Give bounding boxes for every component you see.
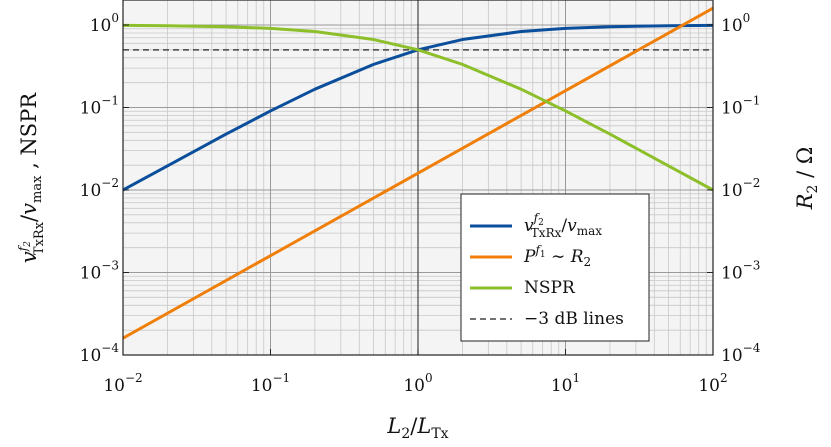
- tick-marks: [122, 24, 714, 356]
- y-tick-label-left: 10−3: [80, 259, 119, 284]
- y-axis-label-left: vf2TxRx/vmax , NSPR: [16, 92, 47, 263]
- x-axis-label: L2/LTx: [386, 414, 448, 442]
- x-tick-label: 10−2: [103, 371, 142, 396]
- y-axis-label-right: R2 / Ω: [793, 147, 821, 211]
- series-lines: [122, 6, 714, 340]
- y-tick-label-right: 10−2: [721, 176, 760, 201]
- series-nspr-line: [122, 23, 714, 192]
- y-tick-label-left: 10−4: [80, 341, 120, 366]
- legend-label-vtxrx: vf2 TxRx/vmax: [524, 211, 602, 240]
- y-tick-label-right: 100: [721, 11, 750, 36]
- y-tick-label-left: 10−1: [80, 94, 119, 119]
- y-tick-label-right: 10−3: [721, 259, 760, 284]
- legend: vf2 TxRx/vmax Pf1 ∼ R2 NSPR −3 dB lines: [460, 193, 650, 342]
- y-tick-label-right: 10−4: [721, 341, 761, 366]
- tick-labels: 10−2 10−1 100 101 102 10−4 10−4 10−3 10−3 10−2 10−…: [80, 11, 761, 396]
- legend-box: [460, 193, 650, 342]
- x-tick-label: 101: [551, 371, 580, 396]
- legend-label-p: Pf1 ∼ R2: [523, 243, 591, 269]
- x-tick-label: 102: [698, 371, 727, 396]
- y-tick-label-left: 10−2: [80, 176, 119, 201]
- legend-label-nspr: NSPR: [524, 278, 576, 298]
- x-tick-label: 10−1: [251, 371, 290, 396]
- y-tick-label-left: 100: [90, 11, 119, 36]
- legend-label-3db: −3 dB lines: [524, 309, 624, 329]
- y-tick-label-right: 10−1: [721, 94, 760, 119]
- series-power-line: [122, 6, 714, 340]
- x-tick-label: 100: [403, 371, 432, 396]
